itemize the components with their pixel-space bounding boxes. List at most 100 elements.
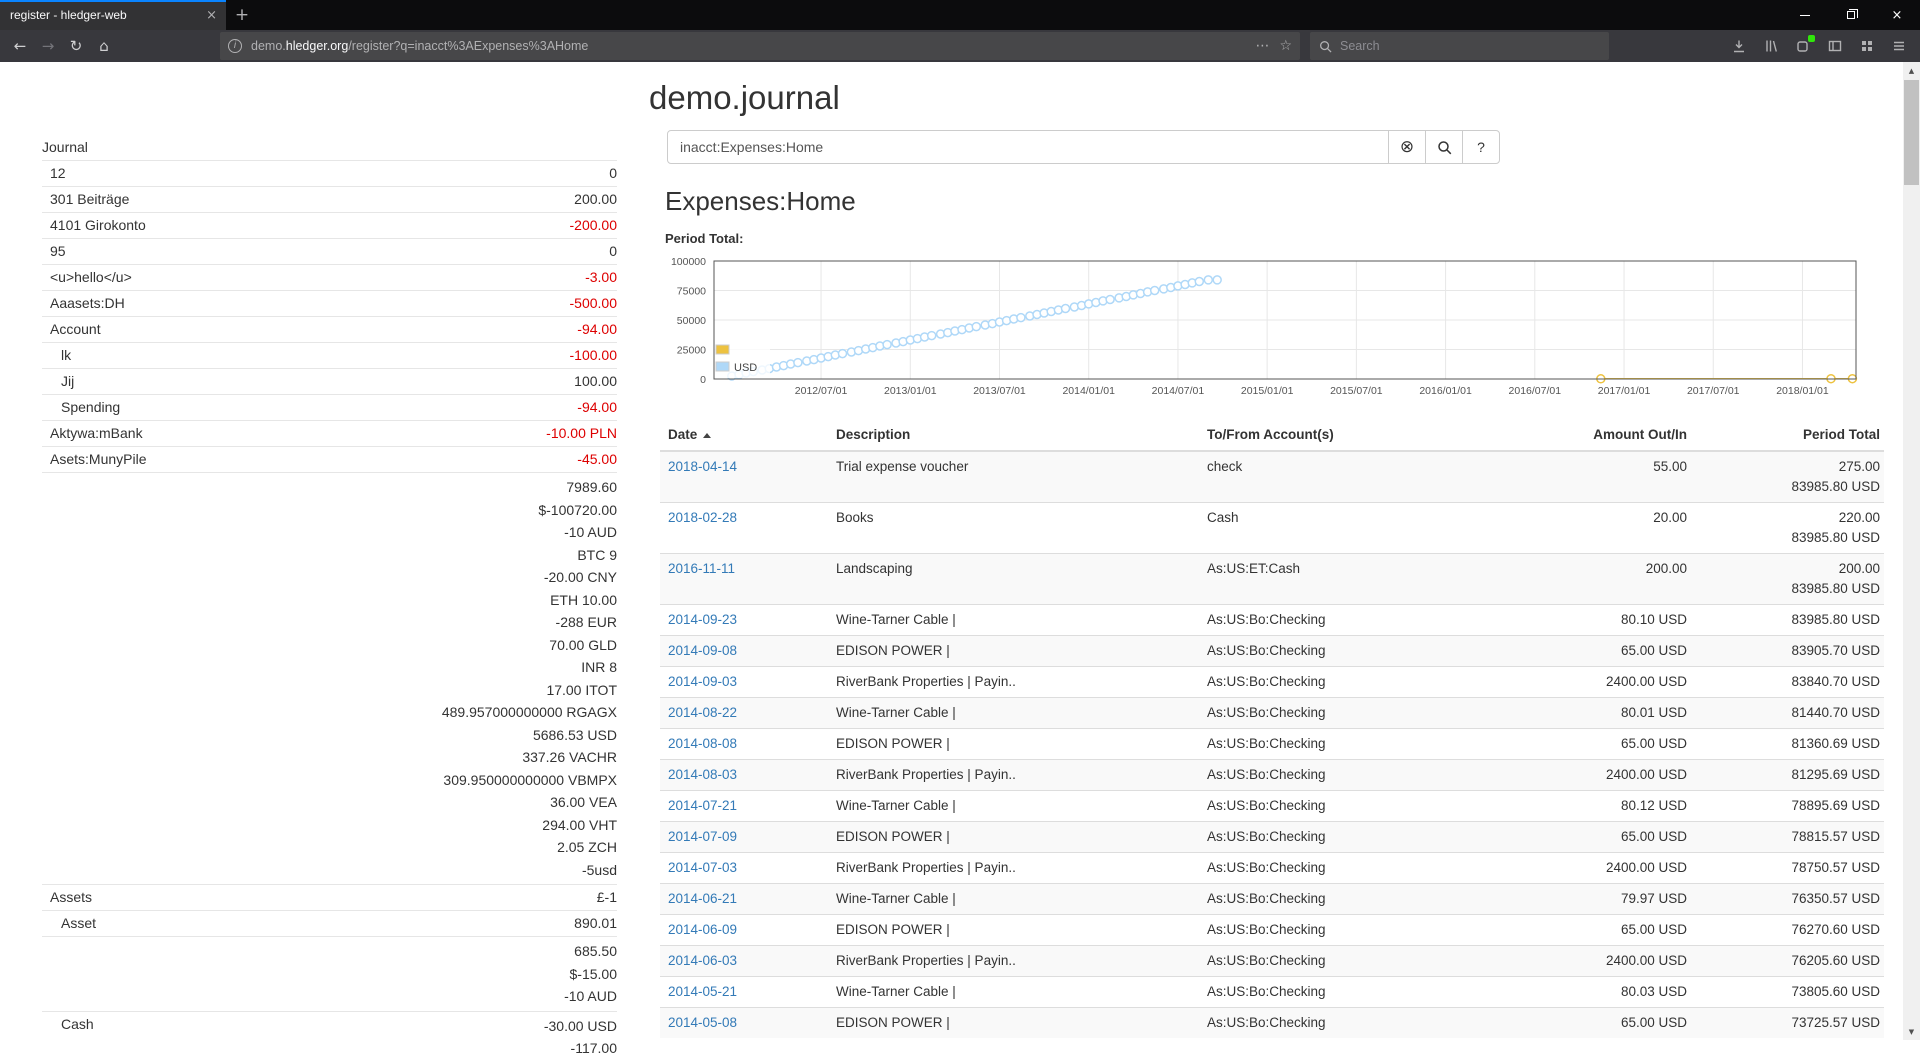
sidebar-toggle-icon[interactable] <box>1822 33 1848 59</box>
minimize-button[interactable] <box>1782 0 1828 30</box>
register-date-link[interactable]: 2014-06-09 <box>668 922 737 937</box>
browser-search-field[interactable]: Search <box>1310 32 1609 60</box>
svg-text:2017/01/01: 2017/01/01 <box>1598 385 1651 397</box>
back-button[interactable]: ← <box>6 32 34 60</box>
help-button[interactable]: ? <box>1462 130 1500 164</box>
register-date-link[interactable]: 2014-07-03 <box>668 860 737 875</box>
restore-button[interactable] <box>1828 0 1874 30</box>
grid-icon[interactable] <box>1854 33 1880 59</box>
balance-amount: INR 8 <box>50 656 617 679</box>
sidebar-account-link[interactable]: <u>hello</u> <box>50 268 132 287</box>
register-period-total: 78895.69 USD <box>1691 791 1884 822</box>
downloads-icon[interactable] <box>1726 33 1752 59</box>
register-period-total: 78750.57 USD <box>1691 853 1884 884</box>
register-date-link[interactable]: 2014-08-03 <box>668 767 737 782</box>
sidebar-account-balance: 890.01 <box>96 914 617 933</box>
sidebar-account-link[interactable]: Aaasets:DH <box>50 294 125 313</box>
bookmark-star-icon[interactable]: ☆ <box>1279 38 1292 54</box>
sidebar-account-link[interactable]: Aktywa:mBank <box>50 424 143 443</box>
sidebar-account-row: Aaasets:DH-500.00 <box>42 290 617 316</box>
register-period-total: 83840.70 USD <box>1691 667 1884 698</box>
sidebar-account-link[interactable]: 95 <box>50 242 66 261</box>
scrollbar-thumb[interactable] <box>1904 80 1919 185</box>
register-date-link[interactable]: 2018-04-14 <box>668 459 737 474</box>
svg-text:2016/01/01: 2016/01/01 <box>1419 385 1472 397</box>
sidebar-account-row: lk-100.00 <box>42 342 617 368</box>
site-info-icon[interactable]: i <box>228 39 242 53</box>
query-form: ⊗ ? <box>667 130 1886 164</box>
register-account: As:US:Bo:Checking <box>1199 1008 1501 1039</box>
sidebar-account-link[interactable]: Jij <box>61 372 74 391</box>
sidebar-account-link[interactable]: Assets <box>50 888 92 907</box>
register-date-link[interactable]: 2014-06-21 <box>668 891 737 906</box>
sidebar-journal-link[interactable]: Journal <box>42 134 617 160</box>
page-scrollbar[interactable]: ▲ ▼ <box>1903 62 1920 1040</box>
library-icon[interactable] <box>1758 33 1784 59</box>
register-date-link[interactable]: 2014-08-22 <box>668 705 737 720</box>
col-account: To/From Account(s) <box>1199 420 1501 451</box>
register-amount: 65.00 USD <box>1501 915 1691 946</box>
sidebar-account-link[interactable]: 4101 Girokonto <box>50 216 146 235</box>
col-date[interactable]: Date <box>660 420 828 451</box>
balance-amount: -94.00 <box>101 320 617 339</box>
close-window-button[interactable]: × <box>1874 0 1920 30</box>
register-period-total: 81360.69 USD <box>1691 729 1884 760</box>
sidebar-account-link[interactable]: Asets:MunyPile <box>50 450 146 469</box>
balance-amount: 2.05 ZCH <box>50 836 617 859</box>
tab-close-icon[interactable]: × <box>203 8 220 23</box>
register-date-link[interactable]: 2018-02-28 <box>668 510 737 525</box>
sidebar-account-link[interactable]: Spending <box>61 398 120 417</box>
sidebar-account-link[interactable]: Asset <box>61 914 96 933</box>
register-date-link[interactable]: 2014-08-08 <box>668 736 737 751</box>
submit-search-button[interactable] <box>1425 130 1463 164</box>
reload-button[interactable]: ↻ <box>62 32 90 60</box>
register-date-link[interactable]: 2014-06-03 <box>668 953 737 968</box>
register-account: As:US:Bo:Checking <box>1199 698 1501 729</box>
register-date-link[interactable]: 2014-05-21 <box>668 984 737 999</box>
balance-amount: 294.00 VHT <box>50 814 617 837</box>
new-tab-button[interactable]: + <box>226 0 258 30</box>
sidebar-account-balance: -10.00 PLN <box>143 424 617 443</box>
query-input[interactable] <box>667 130 1389 164</box>
register-date-link[interactable]: 2014-09-03 <box>668 674 737 689</box>
sidebar-account-link[interactable]: lk <box>61 346 71 365</box>
page-actions-icon[interactable]: ⋯ <box>1255 38 1269 54</box>
register-date-link[interactable]: 2014-05-08 <box>668 1015 737 1030</box>
scroll-up-icon[interactable]: ▲ <box>1903 62 1920 79</box>
url-bar[interactable]: i demo.hledger.org/register?q=inacct%3AE… <box>220 32 1300 60</box>
register-date-link[interactable]: 2014-09-08 <box>668 643 737 658</box>
browser-tab[interactable]: register - hledger-web × <box>0 0 226 30</box>
scroll-down-icon[interactable]: ▼ <box>1903 1023 1920 1040</box>
register-date-link[interactable]: 2016-11-11 <box>668 561 735 576</box>
sidebar-account-link[interactable]: 12 <box>50 164 66 183</box>
register-date-cell: 2014-08-03 <box>660 760 828 791</box>
sidebar-account-link[interactable]: 301 Beiträge <box>50 190 129 209</box>
balance-amount: 309.950000000000 VBMPX <box>50 769 617 792</box>
register-description: Wine-Tarner Cable | <box>828 698 1199 729</box>
sidebar-account-row: 4101 Girokonto-200.00 <box>42 212 617 238</box>
register-description: RiverBank Properties | Payin.. <box>828 667 1199 698</box>
register-date-cell: 2014-09-08 <box>660 636 828 667</box>
menu-icon[interactable] <box>1886 33 1912 59</box>
home-button[interactable]: ⌂ <box>90 32 118 60</box>
sidebar-account-row: Spending-94.00 <box>42 394 617 420</box>
register-date-link[interactable]: 2014-07-09 <box>668 829 737 844</box>
clear-query-button[interactable]: ⊗ <box>1388 130 1426 164</box>
svg-text:2015/07/01: 2015/07/01 <box>1330 385 1383 397</box>
register-amount: 55.00 <box>1501 451 1691 503</box>
extension-icon[interactable] <box>1790 33 1816 59</box>
sidebar-account-link[interactable]: Account <box>50 320 101 339</box>
chart-title: Period Total: <box>665 231 1886 246</box>
sidebar-account-link[interactable]: Cash <box>61 1015 94 1060</box>
register-table: Date Description To/From Account(s) Amou… <box>660 420 1884 1038</box>
forward-button[interactable]: → <box>34 32 62 60</box>
register-date-link[interactable]: 2014-07-21 <box>668 798 737 813</box>
balance-amount: 489.957000000000 RGAGX <box>50 701 617 724</box>
register-date-link[interactable]: 2014-09-23 <box>668 612 737 627</box>
register-date-cell: 2014-06-21 <box>660 884 828 915</box>
